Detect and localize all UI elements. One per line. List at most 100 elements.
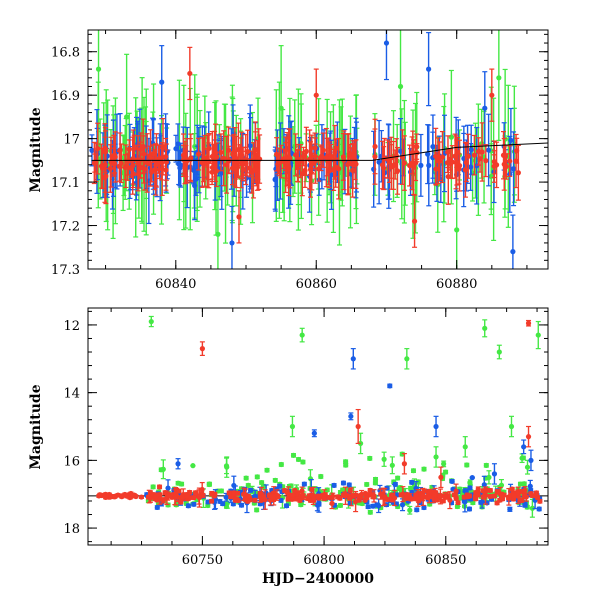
bottom-series-2-point (481, 494, 487, 500)
top-y-tick-label: 17 (63, 133, 80, 148)
top-series-2-point (388, 164, 394, 170)
bottom-series-0-point (389, 462, 395, 468)
top-series-2-point (471, 152, 477, 158)
bottom-series-2-point (475, 486, 481, 492)
bottom-series-1-point (248, 487, 254, 493)
bottom-series-0-point (324, 487, 330, 493)
bottom-series-1-point (461, 498, 467, 504)
top-x-tick-label: 60860 (296, 277, 337, 292)
top-series-2-outlier-point (313, 92, 319, 98)
bottom-series-1-point (277, 483, 283, 489)
top-frame (87, 29, 549, 270)
top-series-2-point (125, 164, 131, 170)
bottom-series-0-outlier-point (299, 332, 305, 338)
bottom-series-2-point (156, 484, 163, 490)
top-series-2-point (250, 167, 257, 173)
top-series-2-point (507, 158, 513, 164)
bottom-series-2-point (347, 495, 353, 501)
bottom-series-2-point (270, 494, 276, 500)
top-series-1-point (468, 147, 474, 153)
bottom-series-2-point (465, 494, 471, 500)
bottom-series-0-outlier-point (224, 464, 230, 470)
top-series-2-point (159, 160, 165, 166)
bottom-series-1-outlier-point (491, 471, 498, 477)
bottom-series-2-point (187, 489, 193, 495)
bottom-series-2-point (119, 494, 125, 500)
bottom-series-1-point (466, 506, 473, 512)
bottom-series-2-point (413, 492, 419, 498)
top-series-2-outlier-point (187, 70, 193, 77)
bottom-series-0-point (367, 455, 373, 461)
bottom-series-2-point (529, 492, 535, 499)
top-series-2-point (414, 144, 420, 150)
top-series-1-point (177, 165, 183, 171)
top-series-1-outlier-point (510, 249, 516, 255)
bottom-series-2-point (509, 486, 515, 492)
top-series-2-point (401, 160, 407, 166)
top-plot-area (89, 30, 548, 269)
bottom-series-1-point (462, 488, 468, 494)
bottom-series-1-point (522, 502, 528, 508)
bottom-series-1-point (467, 485, 473, 491)
top-series-0-outlier-point (215, 231, 221, 237)
top-series-2-point (221, 155, 227, 161)
bottom-series-1-point (392, 481, 398, 487)
bottom-series-0-point (218, 488, 224, 494)
top-series-2-point (433, 153, 439, 159)
bottom-series-2-point (178, 499, 184, 505)
top-series-2-point (350, 167, 356, 173)
bottom-series-1-point (414, 507, 420, 513)
bottom-series-2-point (112, 493, 118, 499)
top-series-1-point (510, 166, 517, 172)
top-series-2-point (107, 165, 113, 172)
top-series-2-point (147, 155, 154, 161)
top-series-1-outlier-point (383, 40, 390, 46)
bottom-series-2-point (299, 488, 305, 494)
bottom-series-0-point (295, 456, 302, 463)
bottom-series-0-point (397, 485, 403, 491)
bottom-series-1-point (469, 475, 475, 481)
bottom-series-2-point (425, 489, 432, 495)
bottom-series-2-point (309, 486, 315, 493)
bottom-series-2-point (192, 490, 199, 496)
top-series-0-outlier-point (278, 105, 284, 111)
bottom-series-0-point (529, 505, 535, 511)
bottom-series-2-outlier-point (525, 320, 532, 326)
bottom-series-0-point (298, 502, 304, 508)
top-series-2-point (199, 160, 205, 166)
top-axis-ticks: 60840 60860 60880 16.8 16.9 17 17.1 17.2 17.3 (51, 30, 548, 292)
bottom-series-2-point (382, 494, 388, 500)
bottom-series-2-point (495, 489, 501, 495)
top-series-1-outlier-point (229, 240, 235, 246)
bottom-series-1-point (340, 480, 347, 486)
bottom-series-0-point (278, 461, 284, 468)
top-series-2-point (111, 160, 118, 166)
top-series-1-point (426, 162, 432, 169)
top-series-2-point (412, 160, 419, 166)
top-series-2-point (323, 155, 329, 161)
top-series-2-point (333, 145, 339, 152)
bottom-series-2-point (347, 487, 353, 494)
bottom-series-1-point (331, 482, 337, 488)
bottom-series-1-point (536, 506, 542, 512)
bottom-series-0-point (272, 477, 278, 483)
bottom-series-1-outlier-point (350, 356, 356, 362)
top-series-2-point (237, 152, 243, 158)
top-series-2-point (138, 146, 144, 152)
top-series-2-point (278, 158, 284, 165)
bottom-series-2-point (519, 497, 525, 504)
bottom-series-2-point (329, 500, 335, 506)
top-series-2-point (318, 155, 324, 161)
bottom-series-0-point (381, 456, 387, 462)
bottom-series-2-outlier-point (525, 434, 532, 440)
top-series-2-outlier-point (411, 218, 418, 224)
bottom-series-1-point (301, 481, 307, 487)
top-y-axis-label: Magnitude (28, 107, 44, 192)
top-series-2-point (331, 167, 337, 173)
bottom-series-2-point (103, 494, 109, 501)
bottom-series-2-point (440, 498, 446, 504)
bottom-series-2-outlier-point (401, 461, 408, 467)
bottom-x-tick-label: 60750 (182, 553, 223, 568)
bottom-series-0-outlier-point (496, 349, 502, 355)
top-series-2-point (447, 156, 453, 163)
